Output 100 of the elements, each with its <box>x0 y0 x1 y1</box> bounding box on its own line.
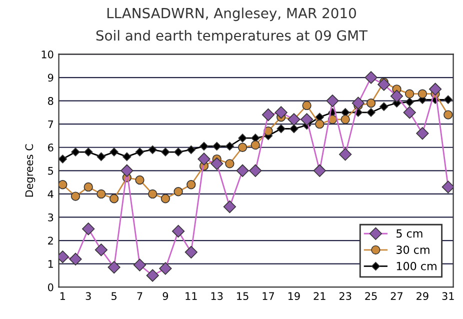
point <box>69 252 82 266</box>
point <box>161 148 170 156</box>
point <box>148 189 158 199</box>
x-tick-label: 3 <box>86 292 91 300</box>
point <box>109 194 119 204</box>
y-tick-label: 6 <box>48 144 54 152</box>
point <box>366 98 376 108</box>
point <box>352 96 365 110</box>
point <box>378 78 390 91</box>
x-tick-label: 25 <box>365 292 377 300</box>
point <box>236 164 249 177</box>
y-tick-label: 10 <box>42 50 54 58</box>
point <box>418 89 428 98</box>
point <box>186 180 196 190</box>
y-tick-label: 0 <box>48 283 54 292</box>
point <box>223 200 236 214</box>
x-tick-label: 31 <box>442 292 454 300</box>
y-tick-label: 9 <box>48 74 54 82</box>
y-tick-label: 1 <box>48 260 53 268</box>
point <box>444 95 452 104</box>
x-tick-label: 13 <box>211 292 223 300</box>
point <box>198 152 210 166</box>
x-tick-label: 27 <box>390 292 402 300</box>
point <box>428 82 442 96</box>
x-tick-label: 7 <box>137 292 142 300</box>
point <box>108 260 120 274</box>
point <box>186 145 196 154</box>
point <box>210 157 224 170</box>
point <box>262 108 275 122</box>
point <box>58 154 68 164</box>
point <box>71 148 80 156</box>
point <box>172 224 185 238</box>
point <box>238 134 247 142</box>
point <box>390 90 404 102</box>
point <box>364 71 378 84</box>
x-tick-label: 17 <box>262 292 274 300</box>
y-tick-label: 5 <box>48 167 54 175</box>
point <box>442 180 454 194</box>
point <box>444 110 453 120</box>
y-tick-label: 8 <box>48 97 54 105</box>
point <box>212 142 222 151</box>
x-tick-label: 23 <box>339 292 352 300</box>
y-tick-label: 4 <box>48 190 54 198</box>
point <box>225 142 234 151</box>
y-axis-title: Degrees C <box>25 144 36 197</box>
point <box>70 192 80 201</box>
point <box>405 98 414 106</box>
legend-label: 100 cm <box>396 262 436 270</box>
point <box>96 152 106 162</box>
point <box>58 180 68 190</box>
point <box>315 120 324 129</box>
legend-label: 5 cm <box>396 229 422 238</box>
point <box>366 108 376 117</box>
chart-subtitle: Soil and earth temperatures at 09 GMT <box>96 30 368 44</box>
point <box>339 148 352 161</box>
chart-title: LLANSADWRN, Anglesey, MAR 2010 <box>107 8 356 22</box>
point <box>276 124 286 134</box>
point <box>250 140 260 150</box>
x-tick-label: 11 <box>186 292 197 300</box>
point <box>225 159 234 168</box>
point <box>148 145 157 154</box>
point <box>160 194 170 204</box>
point <box>84 148 93 156</box>
point <box>84 182 93 192</box>
legend-label: 30 cm <box>396 246 430 254</box>
x-tick-label: 9 <box>162 292 168 300</box>
point <box>302 100 312 110</box>
y-tick-label: 3 <box>48 213 54 222</box>
point <box>290 124 298 134</box>
x-tick-label: 5 <box>112 292 116 300</box>
point <box>300 113 314 126</box>
point <box>133 258 146 272</box>
point <box>135 175 144 185</box>
point <box>200 142 208 151</box>
point <box>110 148 118 156</box>
point <box>403 106 416 119</box>
point <box>274 106 288 119</box>
x-tick-label: 19 <box>288 292 300 300</box>
point <box>96 189 106 199</box>
point <box>135 148 144 156</box>
point <box>249 164 262 177</box>
point <box>82 222 95 236</box>
point <box>159 262 172 275</box>
point <box>238 142 248 152</box>
point <box>340 114 350 124</box>
point <box>416 127 429 140</box>
point <box>146 269 159 282</box>
point <box>405 89 414 98</box>
point <box>174 148 183 156</box>
point <box>174 187 183 196</box>
y-tick-label: 2 <box>48 236 53 244</box>
point <box>94 244 108 256</box>
point <box>313 164 326 177</box>
point <box>380 102 388 111</box>
point <box>184 246 198 258</box>
x-tick-label: 21 <box>314 292 326 300</box>
x-tick-label: 1 <box>60 292 66 300</box>
x-tick-label: 29 <box>416 292 428 300</box>
x-tick-label: 15 <box>237 292 248 300</box>
y-tick-label: 7 <box>48 120 54 128</box>
